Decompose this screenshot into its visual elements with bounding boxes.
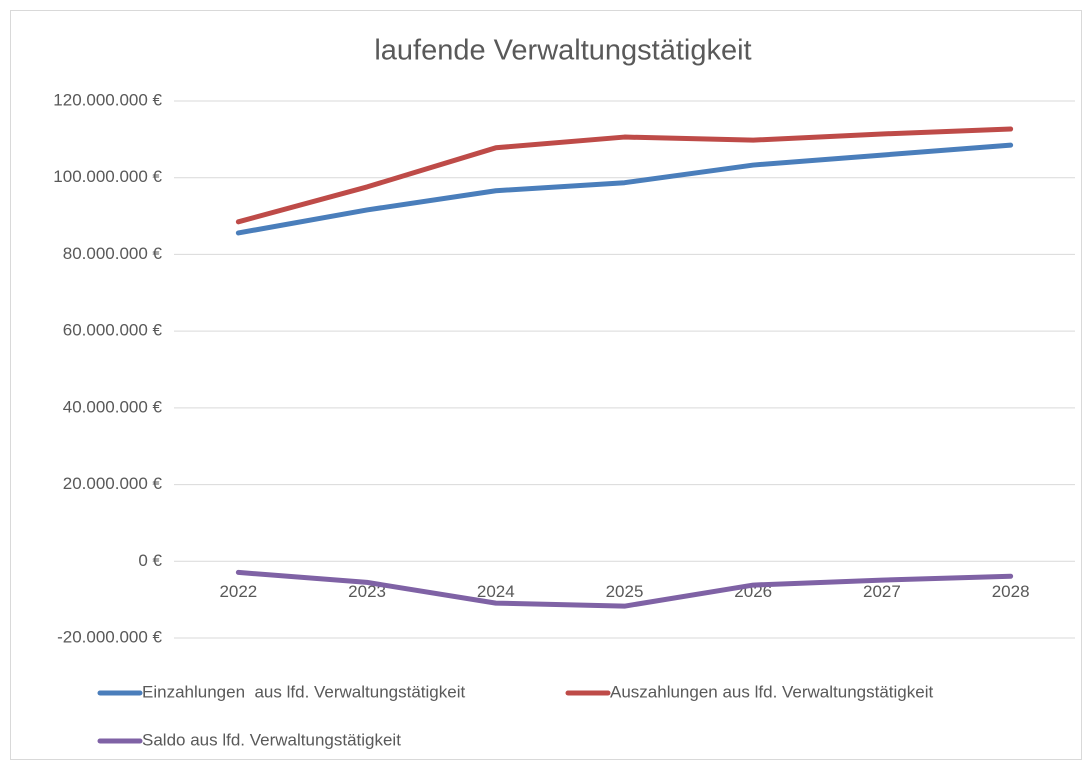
x-tick-label: 2027 xyxy=(863,582,901,601)
series-line xyxy=(235,126,1014,225)
x-tick-label: 2028 xyxy=(992,582,1030,601)
series-line xyxy=(235,142,1014,236)
x-tick-label: 2022 xyxy=(219,582,257,601)
y-tick-label: 80.000.000 € xyxy=(63,244,163,263)
y-tick-label: 120.000.000 € xyxy=(53,90,162,109)
legend-label: Saldo aus lfd. Verwaltungstätigkeit xyxy=(142,730,401,749)
x-tick-label: 2024 xyxy=(477,582,515,601)
y-tick-label: 0 € xyxy=(138,551,162,570)
y-tick-label: 20.000.000 € xyxy=(63,474,163,493)
series-line xyxy=(235,569,1014,609)
chart-title: laufende Verwaltungstätigkeit xyxy=(374,35,751,67)
x-tick-label: 2025 xyxy=(606,582,644,601)
y-tick-label: 100.000.000 € xyxy=(53,167,162,186)
chart-border xyxy=(10,10,1082,760)
legend-label: Auszahlungen aus lfd. Verwaltungstätigke… xyxy=(610,682,933,701)
legend-label: Einzahlungen aus lfd. Verwaltungstätigke… xyxy=(142,682,465,701)
y-tick-label: -20.000.000 € xyxy=(57,627,162,646)
x-tick-label: 2023 xyxy=(348,582,386,601)
y-tick-label: 40.000.000 € xyxy=(63,397,163,416)
y-tick-label: 60.000.000 € xyxy=(63,321,163,340)
